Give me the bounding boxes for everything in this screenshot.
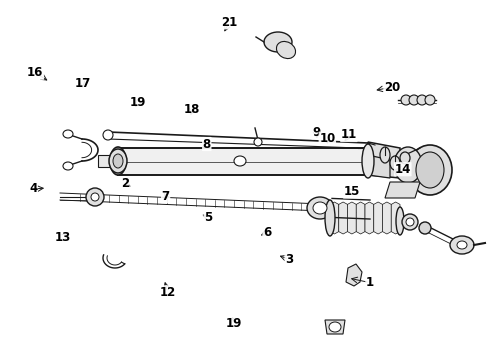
Ellipse shape [86,188,104,206]
Text: 10: 10 [319,132,336,145]
Ellipse shape [63,162,73,170]
Ellipse shape [380,147,390,163]
Ellipse shape [109,149,127,173]
Polygon shape [325,320,345,334]
Ellipse shape [329,322,341,332]
Ellipse shape [400,152,410,164]
Ellipse shape [416,152,444,188]
Text: 16: 16 [27,66,44,79]
Text: 15: 15 [343,185,360,198]
Polygon shape [365,202,374,234]
Polygon shape [385,182,420,198]
Polygon shape [346,264,362,286]
Polygon shape [374,202,383,234]
Ellipse shape [264,32,292,52]
Ellipse shape [113,154,123,168]
Polygon shape [347,202,356,234]
Polygon shape [98,155,118,167]
Text: 4: 4 [29,183,37,195]
Text: 2: 2 [121,177,129,190]
Text: 3: 3 [285,253,293,266]
Text: 21: 21 [221,16,238,29]
Ellipse shape [425,95,435,105]
Ellipse shape [450,236,474,254]
Text: 9: 9 [312,126,320,139]
Text: 13: 13 [54,231,71,244]
Ellipse shape [417,95,427,105]
Ellipse shape [401,95,411,105]
Text: 18: 18 [184,103,200,116]
Ellipse shape [419,222,431,234]
Text: 12: 12 [159,286,176,299]
Ellipse shape [457,241,467,249]
Text: 19: 19 [226,317,243,330]
Ellipse shape [390,156,400,170]
Ellipse shape [110,147,126,175]
Polygon shape [330,202,339,234]
Ellipse shape [409,95,419,105]
Text: 14: 14 [394,163,411,176]
Ellipse shape [313,202,327,214]
Ellipse shape [276,41,295,59]
Ellipse shape [63,130,73,138]
Polygon shape [368,142,400,178]
Polygon shape [383,202,391,234]
Text: 20: 20 [384,81,400,94]
Text: 7: 7 [162,190,170,203]
Ellipse shape [103,130,113,140]
Text: 1: 1 [366,276,374,289]
Ellipse shape [396,207,404,235]
Ellipse shape [234,156,246,166]
Text: 11: 11 [341,129,357,141]
Text: 8: 8 [203,138,211,150]
Ellipse shape [362,144,374,178]
Text: 19: 19 [130,96,147,109]
Polygon shape [368,155,390,178]
Ellipse shape [402,214,418,230]
Text: 6: 6 [263,226,271,239]
Text: 5: 5 [204,211,212,224]
Ellipse shape [307,197,333,219]
Ellipse shape [325,200,335,236]
Text: 17: 17 [74,77,91,90]
Polygon shape [356,202,365,234]
Polygon shape [391,202,400,234]
Ellipse shape [254,138,262,146]
Ellipse shape [408,145,452,195]
Ellipse shape [406,218,414,226]
Polygon shape [118,148,368,175]
Polygon shape [339,202,347,234]
Ellipse shape [394,147,422,183]
Ellipse shape [91,193,99,201]
